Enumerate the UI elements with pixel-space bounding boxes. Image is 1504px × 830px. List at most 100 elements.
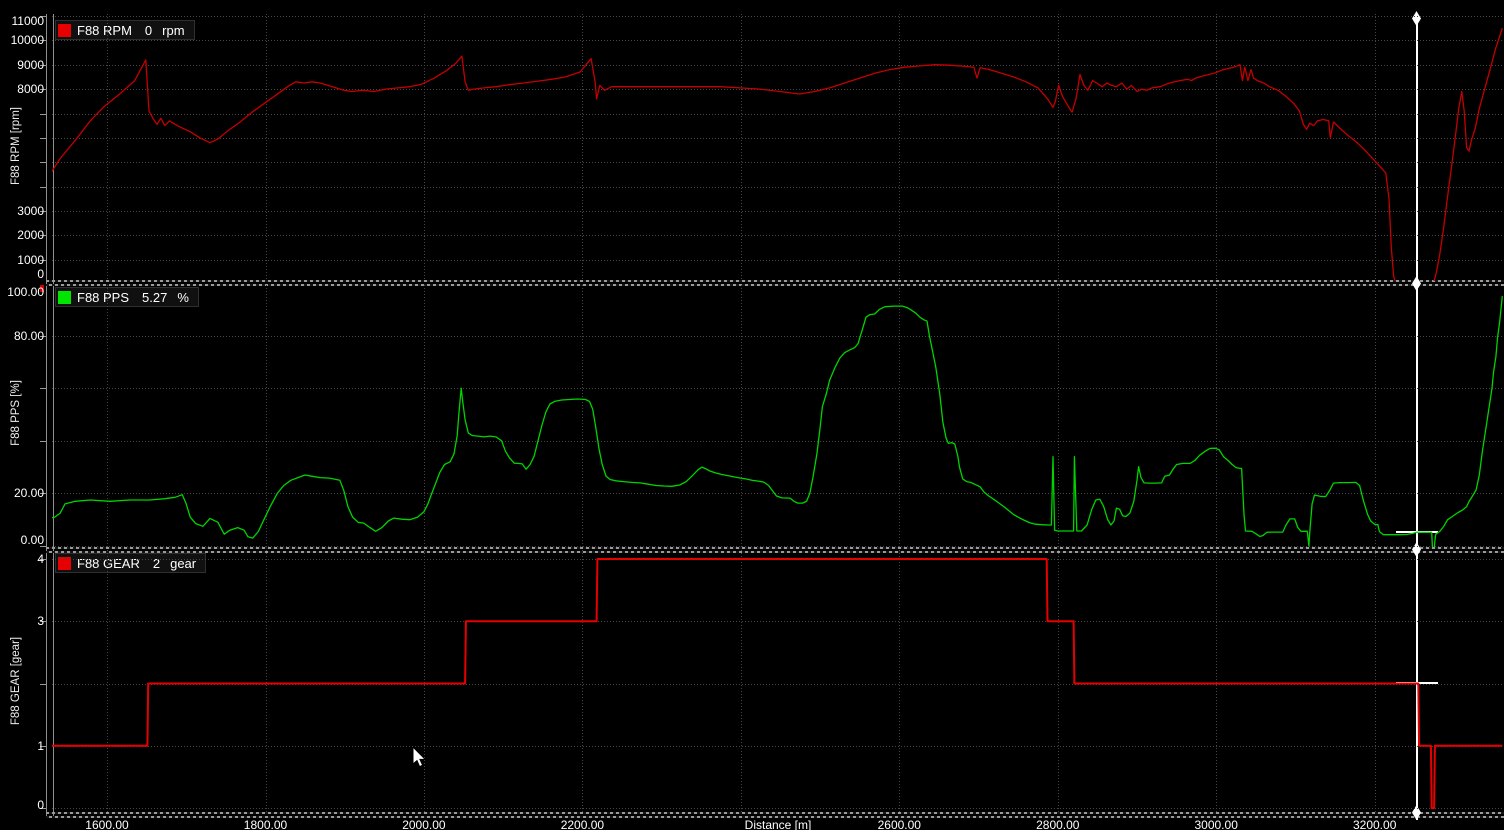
rpm-swatch-icon (58, 23, 71, 37)
y-tick (40, 259, 46, 261)
y-tick-label: 11000 (11, 14, 44, 28)
vertical-gridline (899, 550, 901, 812)
horizontal-gridline (52, 335, 1504, 337)
horizontal-gridline (52, 16, 1504, 17)
vertical-gridline (1374, 550, 1376, 812)
y-tick (40, 388, 46, 390)
rpm-plot-area[interactable] (52, 14, 1504, 281)
horizontal-gridline (52, 808, 1504, 809)
vertical-gridline (740, 285, 742, 547)
vertical-gridline (1374, 14, 1376, 281)
vertical-gridline (582, 285, 584, 547)
vertical-gridline (1216, 550, 1218, 812)
pps-trace (52, 296, 1503, 547)
horizontal-gridline (52, 89, 1504, 91)
y-tick (40, 546, 46, 547)
vertical-gridline (423, 550, 425, 812)
pps-plot-area[interactable] (52, 285, 1504, 547)
y-tick (40, 235, 46, 237)
rpm-unit: rpm (162, 22, 185, 38)
horizontal-gridline (52, 235, 1504, 237)
y-tick-label: 0.00 (20, 533, 44, 547)
pps-swatch-icon (58, 290, 71, 304)
y-tick-label: 80.00 (13, 328, 44, 343)
horizontal-gridline (52, 137, 1504, 139)
x-tick-label: 2000.00 (402, 818, 446, 830)
y-tick (40, 162, 46, 164)
cursor-line[interactable] (1416, 14, 1418, 820)
legend-rpm[interactable]: F88 RPM 0 rpm (55, 20, 195, 40)
y-axis-line (46, 14, 54, 818)
vertical-gridline (899, 285, 901, 547)
vertical-gridline (107, 285, 108, 547)
horizontal-gridline (52, 40, 1504, 42)
vertical-gridline (1057, 14, 1059, 281)
x-axis-line (46, 816, 1504, 818)
y-tick (40, 683, 46, 685)
horizontal-gridline (52, 259, 1504, 261)
legend-pps[interactable]: F88 PPS 5.27 % (55, 287, 199, 307)
vertical-gridline (582, 550, 584, 812)
horizontal-gridline (52, 210, 1504, 212)
vertical-gridline (423, 285, 425, 547)
x-tick-label: 1600.00 (85, 818, 129, 830)
horizontal-gridline (52, 388, 1504, 390)
pps-channel-name: F88 PPS (77, 289, 130, 305)
vertical-gridline (1057, 550, 1059, 812)
vertical-gridline (740, 550, 742, 812)
axis-value-marker (40, 285, 44, 292)
horizontal-gridline (52, 440, 1504, 442)
y-tick-label: 9000 (17, 57, 44, 72)
y-tick (40, 621, 46, 623)
horizontal-gridline (52, 745, 1504, 747)
vertical-gridline (265, 550, 267, 812)
y-tick (40, 210, 46, 212)
y-tick (40, 64, 46, 66)
horizontal-gridline (52, 162, 1504, 164)
x-tick-label: 2600.00 (877, 818, 921, 830)
y-tick (40, 137, 46, 139)
vertical-gridline (1374, 285, 1376, 547)
gear-plot-area[interactable] (52, 550, 1504, 812)
y-tick (40, 745, 46, 747)
cursor-handle[interactable] (1412, 276, 1421, 291)
horizontal-gridline (52, 64, 1504, 66)
chart-separator (46, 280, 1504, 282)
x-tick-label: 3000.00 (1194, 818, 1238, 830)
cursor-handle[interactable] (1412, 11, 1421, 26)
y-tick-label: 2000 (17, 228, 44, 243)
vertical-gridline (899, 14, 901, 281)
pps-axis-title: F88 PPS [%] (10, 380, 22, 446)
y-tick (40, 808, 46, 809)
gear-trace (52, 558, 1503, 809)
vertical-gridline (265, 14, 267, 281)
vertical-gridline (740, 14, 742, 281)
horizontal-gridline (52, 621, 1504, 623)
y-tick (40, 113, 46, 115)
pps-cursor-value: 5.27 (142, 289, 168, 305)
y-tick-label: 1 (37, 738, 44, 753)
vertical-gridline (1057, 285, 1059, 547)
chart-separator (46, 551, 1504, 553)
x-tick-label: 2200.00 (560, 818, 605, 830)
y-tick (40, 16, 46, 17)
gear-cursor-value: 2 (152, 555, 161, 571)
y-tick (40, 559, 46, 560)
y-tick-label: 3 (37, 614, 44, 629)
y-tick-label: 8000 (17, 82, 44, 97)
horizontal-gridline (52, 113, 1504, 115)
y-tick-label: 4 (37, 552, 44, 566)
x-tick-label: 1800.00 (243, 818, 288, 830)
y-tick-label: 100.00 (7, 285, 44, 299)
chart-separator (46, 284, 1504, 286)
cursor-handle[interactable] (1412, 542, 1421, 557)
y-tick-label: 0 (37, 798, 44, 812)
rpm-channel-name: F88 RPM (77, 22, 132, 38)
x-tick-label: 3200.00 (1352, 818, 1397, 830)
y-tick-label: 0 (37, 267, 44, 281)
horizontal-gridline (52, 186, 1504, 188)
cursor-handle[interactable] (1412, 805, 1421, 820)
y-tick (40, 186, 46, 188)
horizontal-gridline (52, 546, 1504, 547)
